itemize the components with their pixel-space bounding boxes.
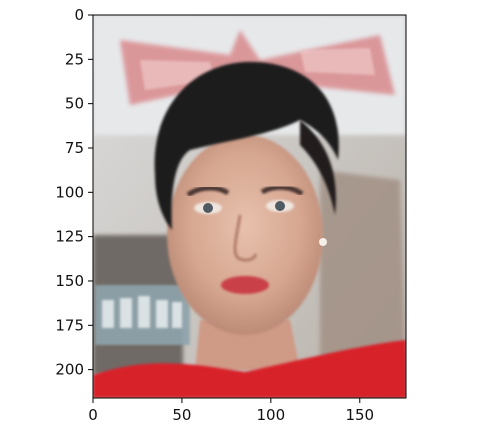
y-tick-label: 0 bbox=[74, 6, 84, 24]
lips bbox=[221, 276, 269, 294]
hair bbox=[154, 61, 339, 231]
x-tick-label: 100 bbox=[257, 406, 286, 424]
nose bbox=[233, 214, 258, 262]
x-tick-label: 0 bbox=[88, 406, 98, 424]
left-sign-letters bbox=[102, 296, 182, 328]
y-tick-label: 75 bbox=[65, 139, 84, 157]
left-iris bbox=[203, 203, 213, 213]
y-tick-label: 200 bbox=[55, 361, 84, 379]
x-tick-label: 50 bbox=[172, 406, 191, 424]
y-tick-label: 150 bbox=[55, 272, 84, 290]
portrait-image bbox=[93, 15, 406, 398]
y-tick-label: 25 bbox=[65, 50, 84, 68]
axes-frame bbox=[92, 14, 407, 399]
y-tick-label: 125 bbox=[55, 228, 84, 246]
y-tick-label: 50 bbox=[65, 95, 84, 113]
y-tick-label: 175 bbox=[55, 316, 84, 334]
red-top bbox=[93, 340, 406, 398]
y-tick-label: 100 bbox=[55, 183, 84, 201]
hair-side bbox=[300, 120, 336, 215]
right-eyebrow bbox=[260, 184, 304, 197]
right-shadow bbox=[320, 170, 406, 398]
left-eyebrow bbox=[186, 185, 230, 198]
right-iris bbox=[275, 201, 285, 211]
neck bbox=[195, 320, 300, 370]
face bbox=[167, 135, 323, 335]
bow-highlight-right bbox=[300, 48, 375, 75]
x-tick-label: 150 bbox=[345, 406, 374, 424]
earring bbox=[319, 238, 327, 246]
x-axis: 0 50 100 150 bbox=[88, 398, 374, 424]
y-axis: 0 25 50 75 100 125 150 175 200 bbox=[55, 6, 93, 379]
